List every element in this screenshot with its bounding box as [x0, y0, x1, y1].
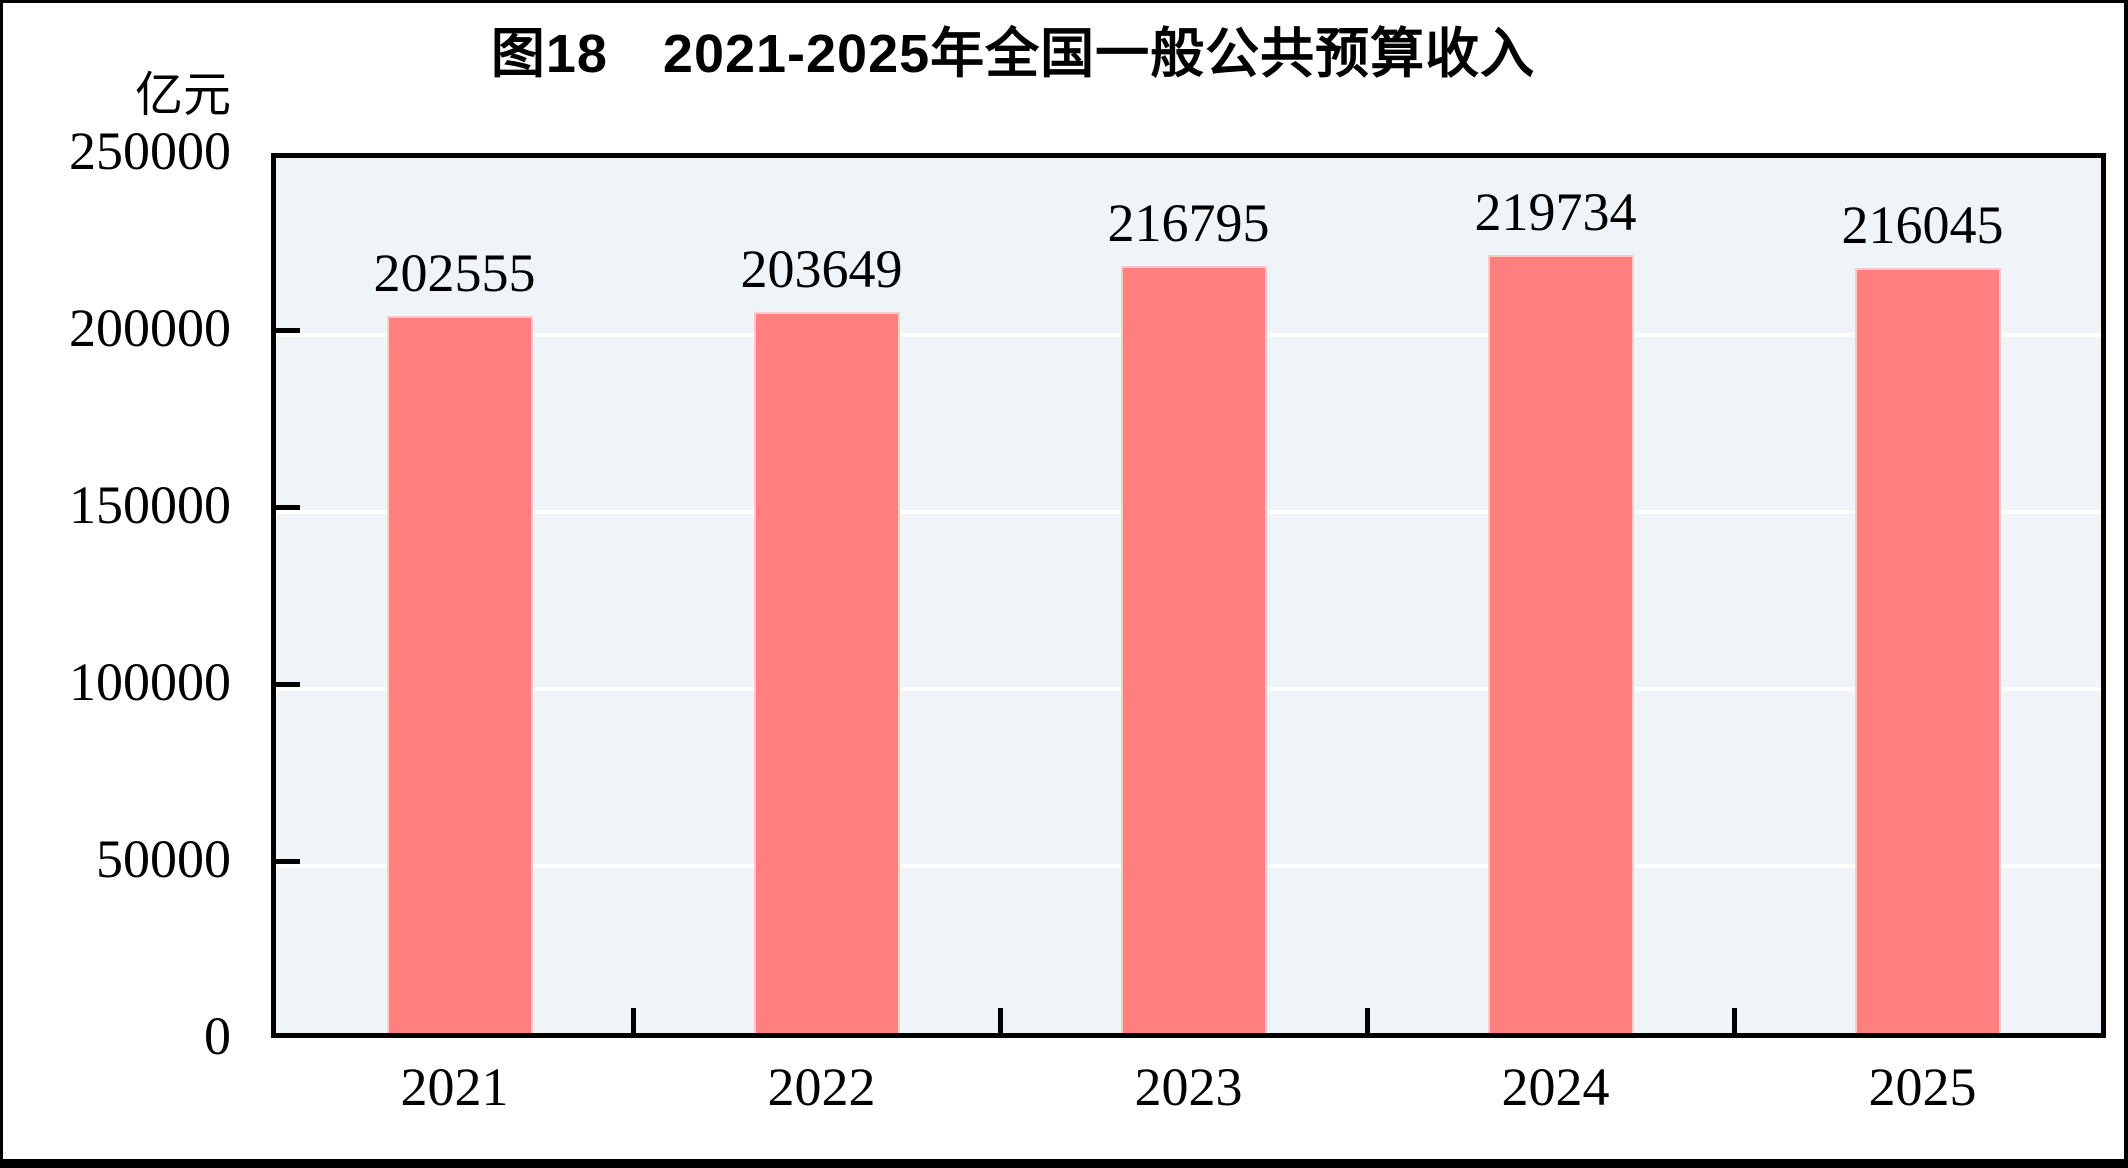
y-tick-label: 200000: [69, 298, 231, 358]
x-axis-tick: [997, 1008, 1003, 1033]
y-tick-label: 150000: [69, 475, 231, 535]
x-tick-label: 2022: [767, 1057, 876, 1117]
y-tick-label: 100000: [69, 652, 231, 712]
y-tick-label: 0: [204, 1006, 231, 1066]
y-axis-tick: [276, 328, 300, 333]
x-axis-tick: [1364, 1008, 1370, 1033]
x-axis-tick: [630, 1008, 636, 1033]
x-tick-label: 2021: [400, 1057, 509, 1117]
bar: [753, 312, 900, 1033]
x-axis-tick: [1731, 1008, 1737, 1033]
bar-value-label: 216795: [1107, 193, 1270, 253]
x-tick-label: 2023: [1134, 1057, 1243, 1117]
x-tick-label: 2024: [1501, 1057, 1610, 1117]
plot-area: [271, 153, 2106, 1038]
y-tick-label: 250000: [69, 121, 231, 181]
bar: [1120, 266, 1267, 1033]
y-axis-tick: [276, 682, 300, 687]
y-axis-unit-label: 亿元: [134, 69, 231, 122]
bar-value-label: 216045: [1841, 195, 2004, 255]
y-axis-tick: [276, 859, 300, 864]
bar-value-label: 203649: [740, 239, 903, 299]
chart-title: 图18 2021-2025年全国一般公共预算收入: [490, 24, 1536, 84]
bar: [386, 316, 533, 1033]
bar: [1487, 255, 1634, 1033]
x-tick-label: 2025: [1868, 1057, 1977, 1117]
y-tick-label: 50000: [96, 829, 231, 889]
bar-value-label: 202555: [373, 243, 536, 303]
bar-value-label: 219734: [1474, 182, 1637, 242]
bar: [1854, 268, 2001, 1033]
y-axis-tick: [276, 505, 300, 510]
